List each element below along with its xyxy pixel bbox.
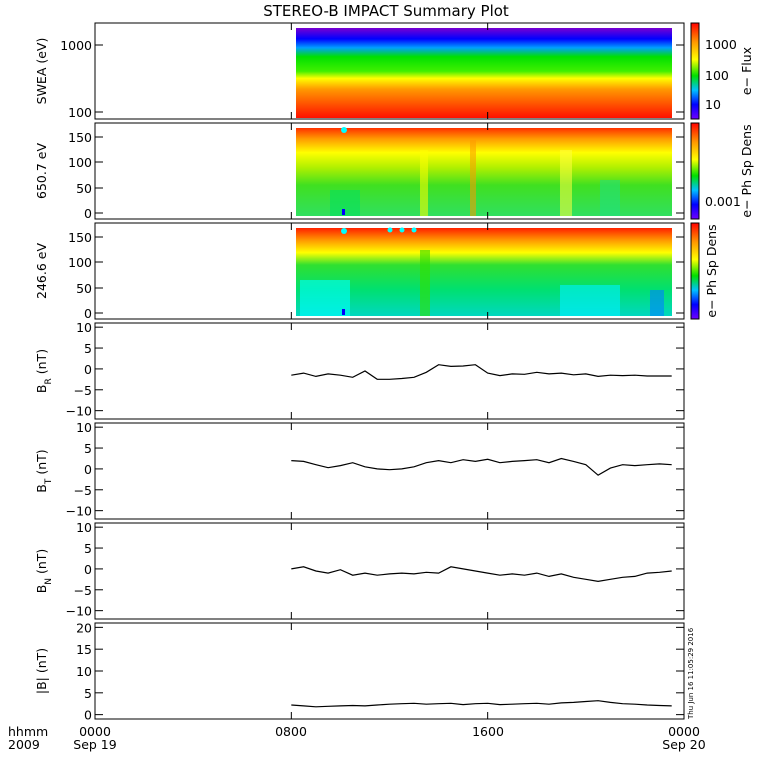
bt-series-line (291, 457, 672, 476)
y-tick-label: −10 (66, 404, 92, 419)
bmag-series-line (291, 700, 672, 708)
timestamp-label: Thu Jun 16 11:05:29 2016 (687, 627, 695, 720)
br-y-ticks: 10 5 0 −5 −10 (66, 320, 684, 419)
swea-frame (94, 22, 685, 120)
pad246-tick-label: 100 (68, 255, 92, 270)
y-tick-label: 0 (84, 708, 92, 723)
pad650-cbar-label: e− Ph Sp Dens (739, 124, 754, 217)
pad246-texture (300, 250, 664, 316)
pad246-tick-label: 150 (68, 230, 92, 245)
swea-tick-label: 100 (68, 105, 92, 120)
x-axis-ticks (94, 23, 685, 719)
x-tick-date: Sep 19 (73, 737, 116, 752)
bt-panel: BT (nT) 10 5 0 −5 −10 (34, 420, 685, 520)
swea-colorbar (690, 22, 700, 120)
bn-series-line (291, 566, 672, 583)
bn-frame (94, 522, 685, 620)
pad246-cbar-label: e− Ph Sp Dens (704, 224, 719, 317)
y-tick-label: 0 (84, 362, 92, 377)
br-frame (94, 322, 685, 420)
pad650-tick-label: 0 (84, 206, 92, 221)
y-tick-label: 10 (76, 520, 92, 535)
pad246-blob (387, 227, 393, 233)
pad246-y-ticks: 150 100 50 0 (68, 230, 684, 321)
pad246-blob (399, 227, 405, 233)
swea-tick-label: 1000 (60, 38, 92, 53)
bt-y-label: BT (nT) (34, 449, 54, 492)
pad246-tick-label: 0 (84, 306, 92, 321)
pad650-texture (330, 140, 620, 216)
pad246-colorbar (690, 222, 700, 320)
y-tick-label: −5 (74, 583, 92, 598)
br-y-label: BR (nT) (34, 349, 54, 393)
br-series-line (291, 364, 672, 380)
swea-cbar-tick: 100 (705, 68, 729, 83)
bmag-y-label: |B| (nT) (34, 648, 49, 694)
swea-cbar-tick: 10 (705, 97, 721, 112)
swea-cbar-tick: 1000 (705, 37, 737, 52)
pad650-frame (94, 122, 685, 220)
pad650-tick-label: 50 (76, 181, 92, 196)
footer-row-label-2: 2009 (8, 737, 40, 752)
pad246-frame (94, 222, 685, 320)
y-tick-label: −5 (74, 383, 92, 398)
y-tick-label: 20 (76, 620, 92, 635)
y-tick-label: −5 (74, 483, 92, 498)
y-tick-label: 5 (84, 441, 92, 456)
bn-y-ticks: 10 5 0 −5 −10 (66, 520, 684, 619)
pad246-panel: 150 100 50 0 246.6 eV e− Ph Sp Dens (34, 222, 719, 321)
swea-cbar-label: e− Flux (739, 47, 754, 95)
y-tick-label: 0 (84, 562, 92, 577)
swea-y-label: SWEA (eV) (34, 38, 49, 105)
pad246-y-label: 246.6 eV (34, 243, 49, 299)
x-tick-label: 1600 (472, 724, 504, 739)
pad650-panel: 150 100 50 0 650.7 eV 0.001 e− Ph Sp Den… (34, 122, 754, 221)
footer-row-label-1: hhmm (8, 724, 48, 739)
y-tick-label: 15 (76, 642, 92, 657)
x-tick-label: 0000 (79, 724, 111, 739)
y-tick-label: 0 (84, 462, 92, 477)
pad650-blob (341, 127, 347, 133)
pad650-y-label: 650.7 eV (34, 143, 49, 199)
pad650-colorbar (690, 122, 700, 220)
x-tick-label: 0800 (275, 724, 307, 739)
y-tick-label: −10 (66, 604, 92, 619)
y-tick-label: 5 (84, 341, 92, 356)
bn-y-label: BN (nT) (34, 549, 54, 594)
pad246-tick-label: 50 (76, 281, 92, 296)
y-tick-label: 5 (84, 686, 92, 701)
y-tick-label: 10 (76, 320, 92, 335)
y-tick-label: 5 (84, 541, 92, 556)
pad650-blob (342, 209, 345, 215)
pad246-blob (342, 309, 345, 315)
pad650-tick-label: 100 (68, 155, 92, 170)
x-tick-label: 0000 (668, 724, 700, 739)
bmag-panel: |B| (nT) 20 15 10 5 0 (34, 620, 685, 723)
pad650-tick-label: 150 (68, 130, 92, 145)
pad650-y-ticks: 150 100 50 0 (68, 130, 684, 221)
pad246-blob (341, 228, 347, 234)
swea-y-ticks: 1000 100 (60, 38, 684, 120)
bn-panel: BN (nT) 10 5 0 −5 −10 (34, 520, 685, 620)
pad650-cbar-tick: 0.001 (705, 194, 741, 209)
chart-title: STEREO-B IMPACT Summary Plot (263, 2, 509, 20)
bt-frame (94, 422, 685, 520)
bt-y-ticks: 10 5 0 −5 −10 (66, 420, 684, 519)
y-tick-label: 10 (76, 420, 92, 435)
swea-panel: 1000 100 SWEA (eV) 1000 100 10 e− Flux (34, 22, 754, 120)
y-tick-label: −10 (66, 504, 92, 519)
x-tick-date: Sep 20 (662, 737, 705, 752)
bmag-y-ticks: 20 15 10 5 0 (76, 620, 684, 723)
swea-spectrogram (296, 28, 672, 118)
br-panel: BR (nT) 10 5 0 −5 −10 (34, 320, 685, 420)
y-tick-label: 10 (76, 664, 92, 679)
pad246-blob (411, 227, 417, 233)
